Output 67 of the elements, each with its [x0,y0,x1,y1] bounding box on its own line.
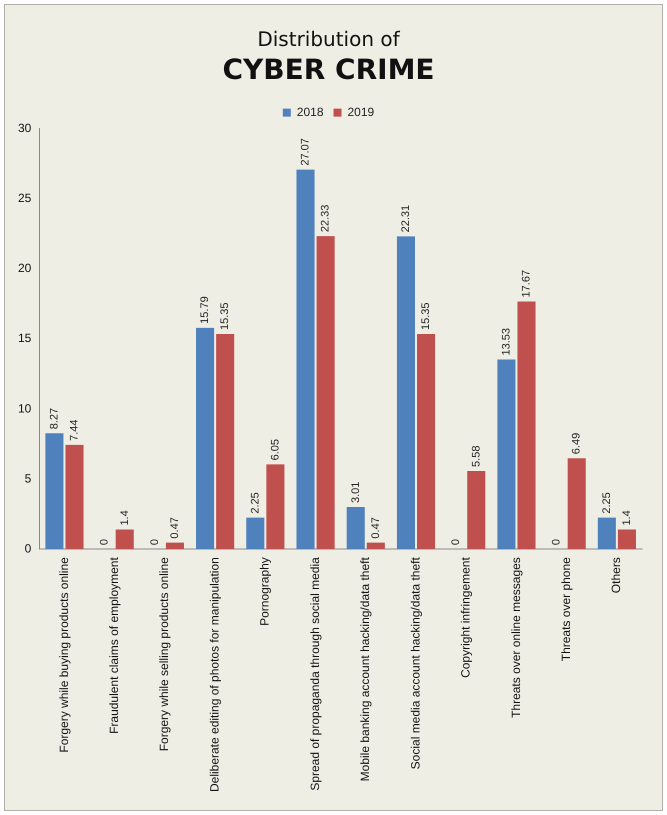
x-tick-label: Forgery while selling products online [157,556,172,752]
bar [346,506,365,550]
data-label: 0 [550,539,563,546]
data-label: 8.27 [48,408,60,430]
bar [517,301,536,550]
x-tick-label: Mobile banking account hacking/data theft [358,556,372,782]
bar [316,236,335,550]
data-label: 2.25 [600,492,613,514]
bar [417,334,436,550]
data-label: 6.49 [570,432,583,454]
bar [65,444,84,550]
data-label: 3.01 [350,482,362,503]
x-tick-label: Threats over phone [558,556,573,662]
x-tick-label: Deliberate editing of photos for manipulation [207,557,222,792]
data-label: 7.44 [68,419,81,441]
chart-title: Distribution of [257,27,401,52]
data-label: 0 [98,539,111,546]
x-tick-label: Fraudulent claims of employment [106,556,121,734]
data-label: 17.67 [520,270,533,298]
x-tick-label: Forgery while buying products online [56,556,71,753]
y-tick-label: 15 [18,331,32,346]
bar [166,542,184,550]
data-label: 15.35 [219,302,232,330]
bar [396,236,415,550]
data-label: 6.05 [269,438,282,460]
data-label: 1.4 [620,510,633,526]
y-tick-label: 0 [24,542,32,556]
x-tick-label: Others [609,557,624,594]
y-tick-label: 20 [18,261,32,276]
data-label: 22.31 [400,204,412,232]
data-label: 15.35 [420,302,432,330]
data-label: 1.4 [118,510,131,526]
bar [116,530,134,550]
x-tick-label: Pornography [258,557,272,626]
chart-subtitle: CYBER CRIME [222,53,435,86]
bar [216,334,234,550]
y-tick-label: 10 [18,401,32,416]
bar [467,470,486,550]
data-label: 22.33 [320,204,332,232]
bar [618,530,636,550]
data-label: 0.47 [168,517,181,539]
bar [296,170,315,550]
bar [598,518,616,550]
legend-label: 2019 [348,104,375,119]
data-label: 15.79 [199,296,212,324]
x-tick-label: Spread of propaganda through social media [308,556,322,791]
data-label: 0.47 [370,517,382,539]
y-tick-label: 5 [24,471,32,486]
y-tick-label: 30 [18,120,32,135]
bar [366,542,385,550]
bar [266,464,284,550]
bar [45,433,64,550]
x-tick-label: Copyright infringement [458,556,473,678]
x-tick-label: Social media account hacking/data theft [408,556,422,770]
bar [246,518,264,550]
bar [497,360,516,550]
x-tick-label: Threats over online messages [508,557,523,718]
y-tick-label: 25 [18,191,32,206]
legend-label: 2018 [296,104,324,119]
bar [196,328,214,550]
data-label: 0 [148,539,161,546]
data-label: 13.53 [500,328,512,356]
data-label: 2.25 [249,492,262,514]
data-label: 0 [450,539,462,546]
data-label: 27.07 [300,138,312,166]
bar [568,458,586,550]
data-label: 5.58 [470,446,482,467]
